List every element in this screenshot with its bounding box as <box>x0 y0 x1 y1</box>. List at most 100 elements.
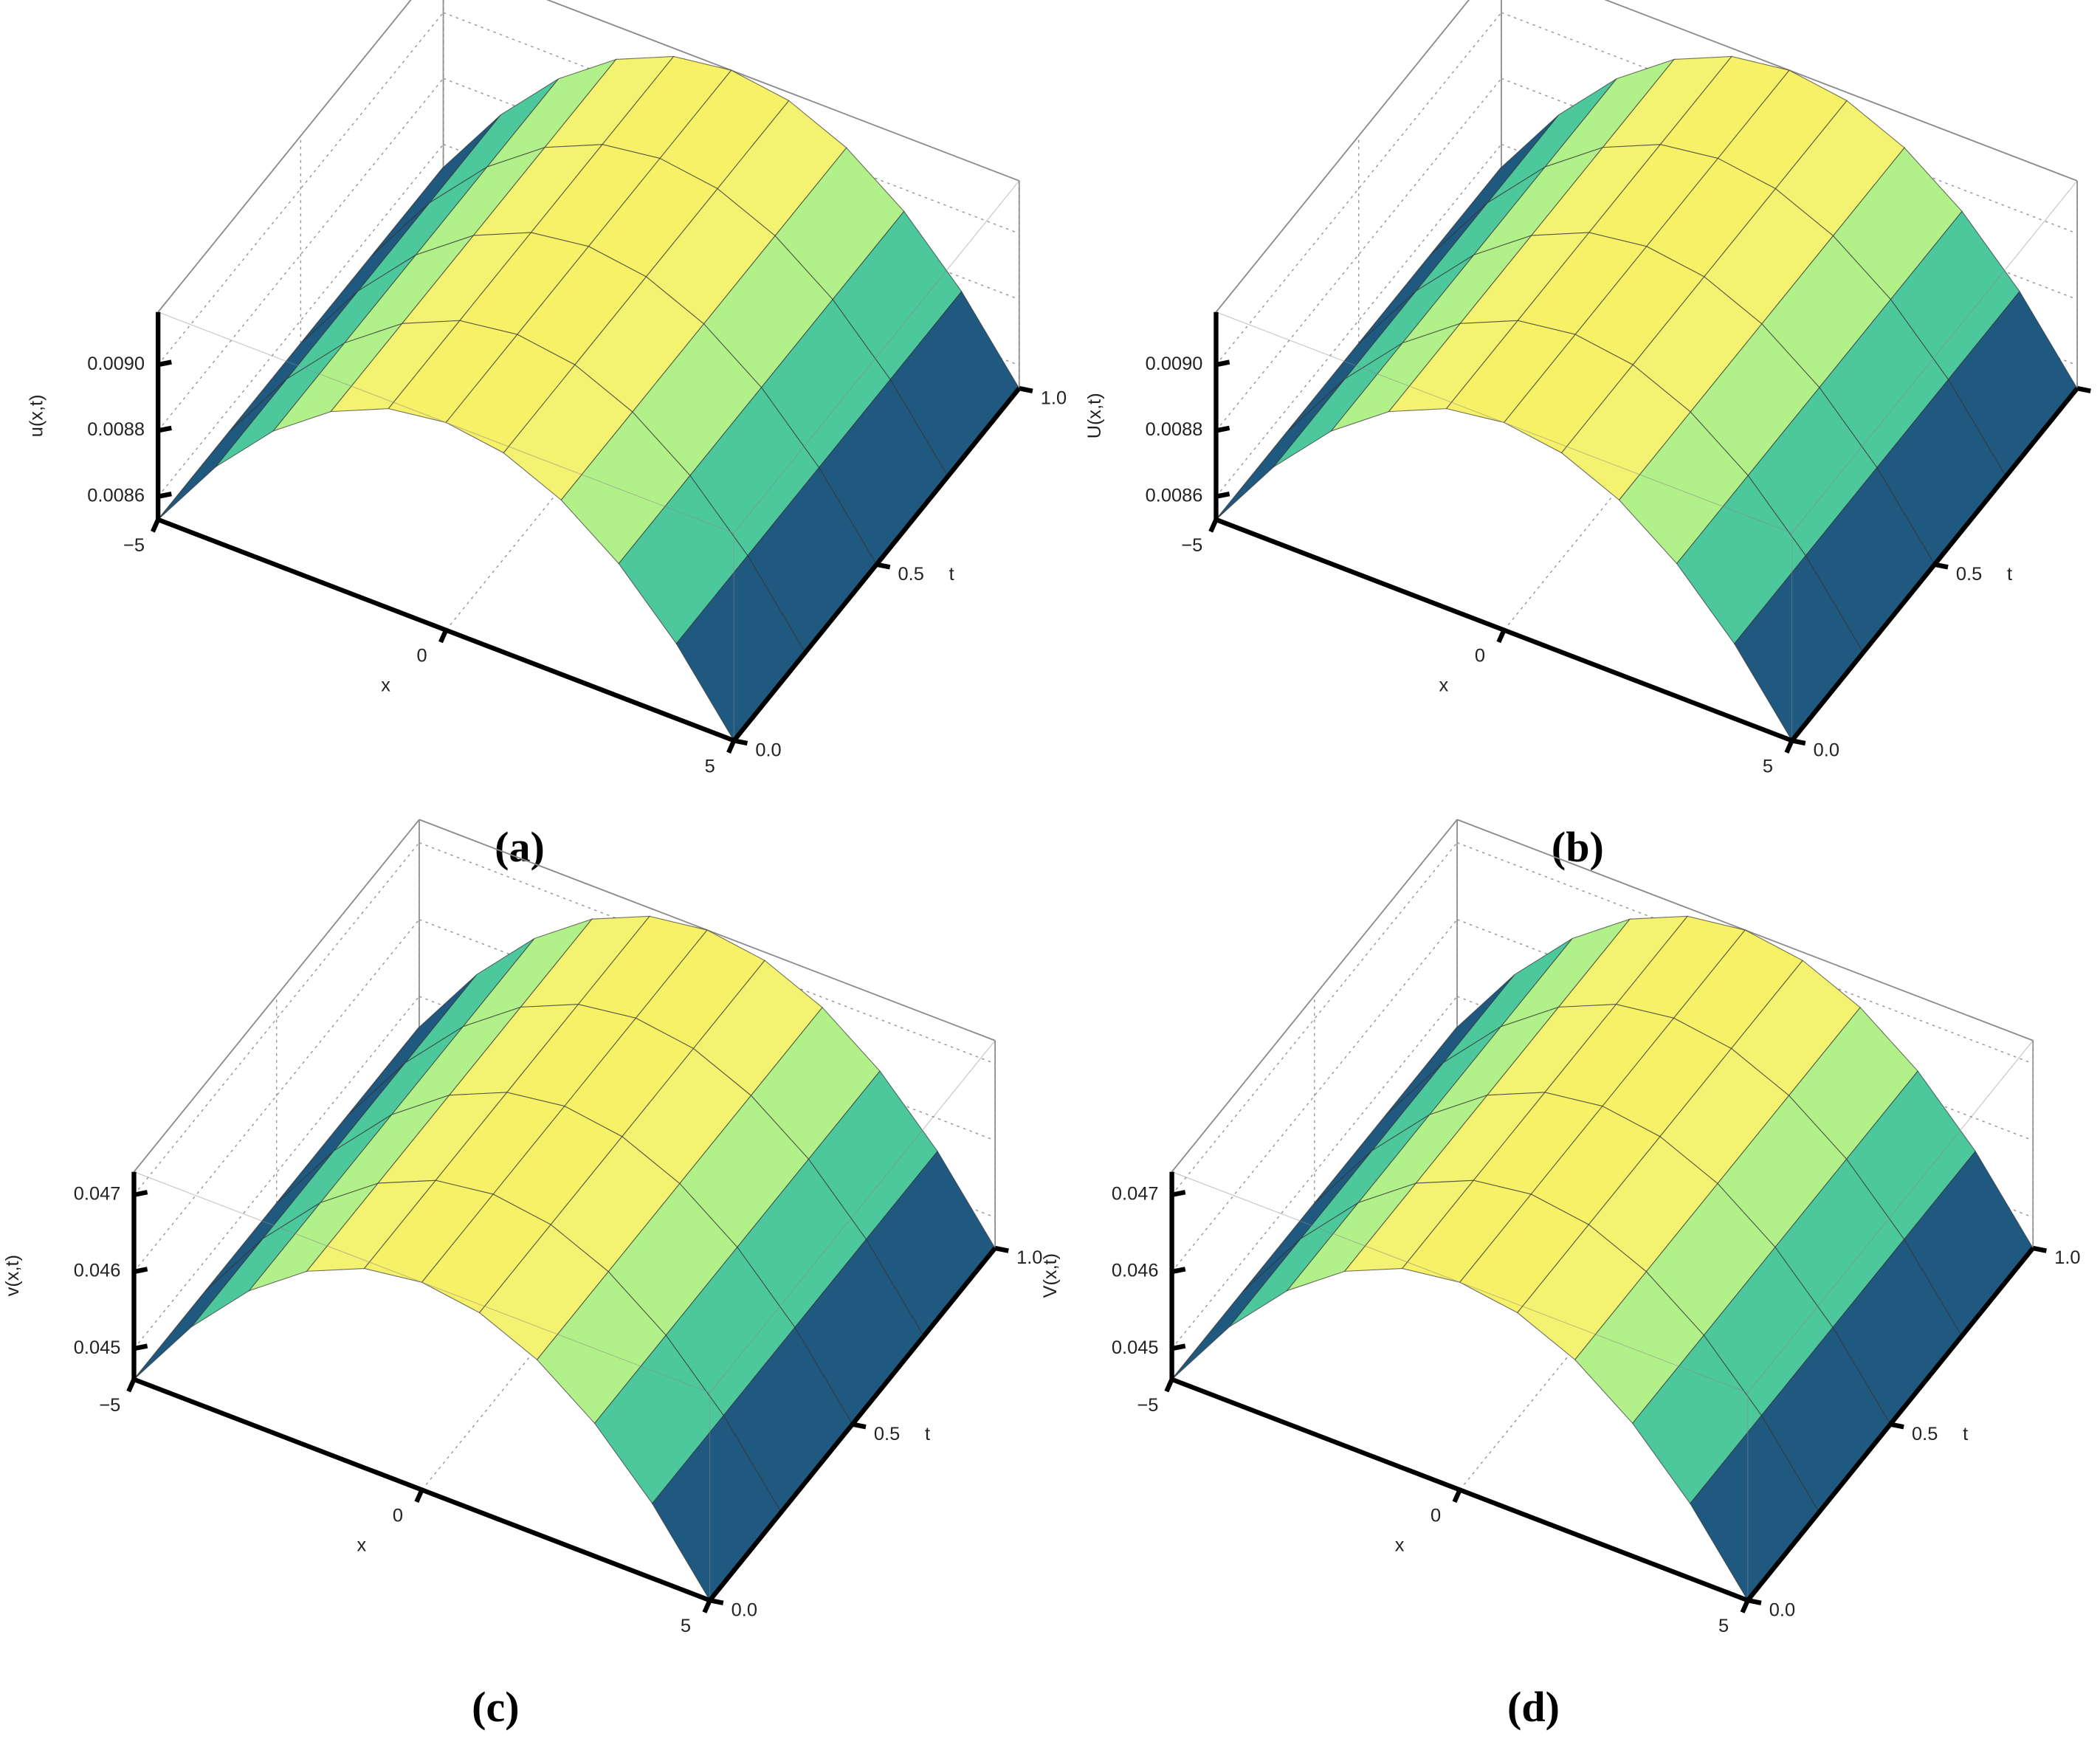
tick-mark <box>1171 1267 1186 1275</box>
t-tick-label: 0.0 <box>755 740 781 761</box>
grid-line <box>1504 278 1790 631</box>
grid-line <box>445 278 732 631</box>
z-tick-label: 0.0088 <box>1146 419 1203 440</box>
x-tick-label: 0 <box>1475 646 1485 667</box>
box-edge <box>1215 0 1470 313</box>
tick-mark <box>1215 359 1230 368</box>
z-axis-label: U(x,t) <box>1084 393 1105 438</box>
t-axis-label: t <box>925 1424 930 1444</box>
box-edge <box>1171 1171 1748 1394</box>
tick-mark <box>1171 1190 1186 1197</box>
grid-line <box>1459 1137 1746 1490</box>
grid-line <box>157 144 444 497</box>
t-tick-label: 0.0 <box>731 1599 757 1620</box>
caption: (d) <box>1507 1683 1560 1731</box>
grid-line <box>157 12 444 365</box>
t-axis-label: t <box>949 564 954 585</box>
surface-plot: −5 0 5 0.0 0.5 1.0 0.045 0.046 0.047 x t v(x,t) (c) <box>2 819 1042 1731</box>
surface-plot: −5 0 5 0.0 0.5 1.0 0.045 0.046 0.047 x t V(x,t) (d) <box>1040 819 2081 1731</box>
grid-line <box>1171 842 1458 1196</box>
box-edge <box>709 1040 996 1394</box>
z-tick-label: 0.0086 <box>87 485 145 506</box>
tick-mark <box>1496 629 1507 644</box>
z-tick-label: 0.0086 <box>1146 485 1203 506</box>
t-axis-label: t <box>1963 1424 1968 1444</box>
t-axis-label: t <box>2007 564 2012 585</box>
tick-mark <box>1934 562 1949 570</box>
grid-line <box>421 1137 708 1490</box>
t-tick-label: 1.0 <box>1041 388 1067 408</box>
z-tick-label: 0.0088 <box>87 419 145 440</box>
tick-mark <box>1208 518 1219 533</box>
t-tick-label: 0.0 <box>1769 1599 1795 1620</box>
grid-line <box>1215 12 1502 365</box>
box-edge <box>134 1171 710 1394</box>
tick-mark <box>1452 1489 1462 1504</box>
x-axis-label: x <box>381 675 390 696</box>
tick-mark <box>2032 1245 2048 1253</box>
x-tick-label: 0 <box>417 646 427 667</box>
z-axis-label: u(x,t) <box>27 394 47 437</box>
tick-mark <box>875 562 891 570</box>
surface-cell <box>134 1238 264 1380</box>
t-tick-label: 0.5 <box>1956 564 1982 585</box>
x-tick-label: −5 <box>123 535 145 556</box>
tick-mark <box>126 1378 137 1393</box>
t-tick-label: 0.5 <box>874 1424 900 1444</box>
tick-mark <box>1164 1378 1174 1393</box>
surface-cell <box>1216 378 1346 520</box>
grid-line <box>1171 996 1458 1349</box>
surface-cell <box>1171 1238 1301 1380</box>
tick-mark <box>852 1422 867 1430</box>
box-edge <box>133 819 420 1173</box>
z-axis-label: V(x,t) <box>1040 1253 1061 1298</box>
tick-mark <box>709 1598 724 1605</box>
z-tick-label: 0.047 <box>74 1184 121 1205</box>
tick-mark <box>414 1489 424 1504</box>
z-tick-label: 0.046 <box>1112 1261 1159 1281</box>
tick-mark <box>1747 1598 1762 1605</box>
x-tick-label: 5 <box>1763 756 1773 776</box>
tick-mark <box>157 491 172 499</box>
caption: (b) <box>1552 823 1604 871</box>
caption: (a) <box>495 823 545 871</box>
tick-mark <box>994 1245 1009 1253</box>
surface-plot: −5 0 5 0.0 0.5 1.0 0.0086 0.0088 0.0090 x t u(x,t) (… <box>27 0 1067 871</box>
box-edge <box>733 180 1020 534</box>
tick-mark <box>150 518 161 533</box>
z-tick-label: 0.046 <box>74 1261 121 1281</box>
box-edge <box>157 0 412 313</box>
tick-mark <box>1890 1422 1904 1430</box>
tick-mark <box>1791 738 1806 746</box>
t-tick-label: 1.0 <box>1016 1247 1042 1268</box>
t-tick-label: 0.5 <box>1912 1424 1938 1444</box>
box-edge <box>1216 311 1792 534</box>
grid-line <box>1215 144 1502 497</box>
x-axis-label: x <box>357 1535 367 1555</box>
tick-mark <box>157 359 172 368</box>
t-tick-label: 1.0 <box>2054 1247 2080 1268</box>
tick-mark <box>733 738 748 746</box>
tick-mark <box>1019 386 1033 393</box>
tick-mark <box>133 1190 148 1197</box>
grid-line <box>133 919 420 1272</box>
x-tick-label: −5 <box>1137 1395 1158 1416</box>
x-tick-label: −5 <box>99 1395 120 1416</box>
z-axis-label: v(x,t) <box>2 1255 23 1296</box>
tick-mark <box>726 740 737 754</box>
tick-mark <box>1215 425 1230 433</box>
z-tick-label: 0.047 <box>1112 1184 1159 1205</box>
x-tick-label: 0 <box>1431 1505 1441 1526</box>
grid-line <box>133 996 420 1349</box>
x-tick-label: 0 <box>393 1505 403 1526</box>
tick-mark <box>1171 1343 1186 1351</box>
tick-mark <box>1740 1599 1750 1613</box>
tick-mark <box>702 1599 712 1613</box>
x-tick-label: 5 <box>1718 1616 1729 1636</box>
grid-line <box>133 842 420 1196</box>
x-tick-label: −5 <box>1181 535 1202 556</box>
tick-mark <box>133 1267 148 1275</box>
x-axis-label: x <box>1439 675 1449 696</box>
